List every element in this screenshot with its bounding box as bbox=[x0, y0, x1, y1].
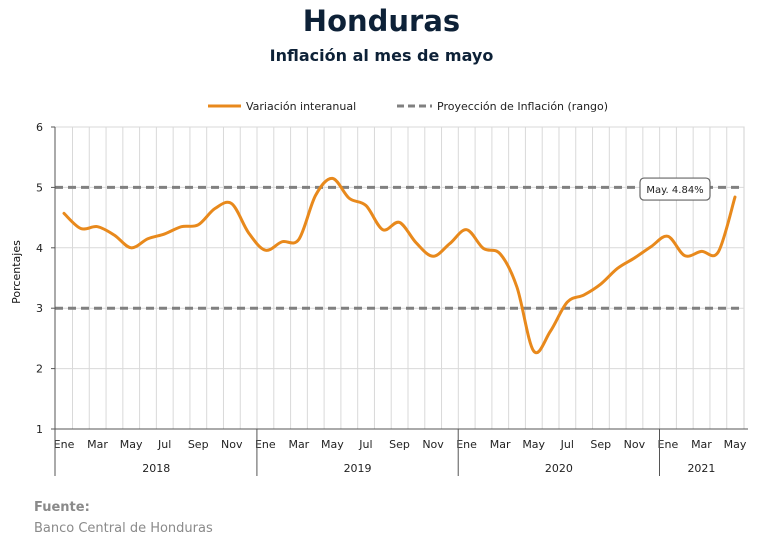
year-label: 2020 bbox=[545, 462, 573, 475]
x-tick-label: Mar bbox=[87, 438, 108, 451]
legend-label-variacion: Variación interanual bbox=[246, 100, 356, 113]
y-tick-label: 3 bbox=[36, 302, 43, 315]
x-tick-label: Sep bbox=[590, 438, 611, 451]
chart-legend: Variación interanual Proyección de Infla… bbox=[208, 100, 608, 113]
year-label: 2018 bbox=[142, 462, 170, 475]
x-tick-label: Jul bbox=[157, 438, 171, 451]
chart-title: Honduras bbox=[302, 4, 461, 38]
x-tick-label: Mar bbox=[288, 438, 309, 451]
series-layer bbox=[62, 176, 737, 355]
legend-label-proyeccion: Proyección de Inflación (rango) bbox=[437, 100, 608, 113]
plot-frame bbox=[54, 126, 745, 430]
x-tick-label: Mar bbox=[490, 438, 511, 451]
annotation-box bbox=[639, 177, 711, 201]
y-axis-label: Porcentajes bbox=[10, 240, 23, 304]
x-tick-label: May bbox=[724, 438, 747, 451]
chart-subtitle: Inflación al mes de mayo bbox=[269, 46, 494, 65]
grid-lines bbox=[54, 126, 745, 430]
y-tick-label: 2 bbox=[36, 363, 43, 376]
annotation-layer: May. 4.84% bbox=[639, 177, 711, 201]
x-tick-label: Nov bbox=[221, 438, 243, 451]
projection-band bbox=[55, 185, 744, 310]
x-tick-label: Ene bbox=[658, 438, 679, 451]
y-tick-label: 1 bbox=[36, 423, 43, 436]
x-tick-label: Ene bbox=[456, 438, 477, 451]
year-label: 2021 bbox=[687, 462, 715, 475]
source-label: Fuente: bbox=[34, 500, 90, 515]
x-tick-label: Nov bbox=[624, 438, 646, 451]
axes: 1 2 3 4 5 6 Ene Mar May Jul Sep Nov Ene Mar May Jul Sep N… bbox=[36, 121, 748, 476]
x-tick-label: Nov bbox=[422, 438, 444, 451]
x-tick-label: May bbox=[321, 438, 344, 451]
series-line-variacion-interanual bbox=[62, 176, 737, 355]
x-tick-label: May bbox=[120, 438, 143, 451]
x-tick-label: Jul bbox=[560, 438, 574, 451]
year-label: 2019 bbox=[344, 462, 372, 475]
x-tick-label: May bbox=[522, 438, 545, 451]
x-tick-label: Sep bbox=[188, 438, 209, 451]
x-tick-label: Ene bbox=[54, 438, 75, 451]
y-tick-label: 6 bbox=[36, 121, 43, 134]
source-value: Banco Central de Honduras bbox=[34, 521, 213, 536]
x-tick-label: Jul bbox=[358, 438, 372, 451]
y-tick-label: 5 bbox=[36, 181, 43, 194]
x-tick-label: Ene bbox=[255, 438, 276, 451]
x-tick-label: Sep bbox=[389, 438, 410, 451]
x-tick-label: Mar bbox=[691, 438, 712, 451]
annotation-text: May. 4.84% bbox=[646, 185, 703, 196]
y-tick-label: 4 bbox=[36, 242, 43, 255]
